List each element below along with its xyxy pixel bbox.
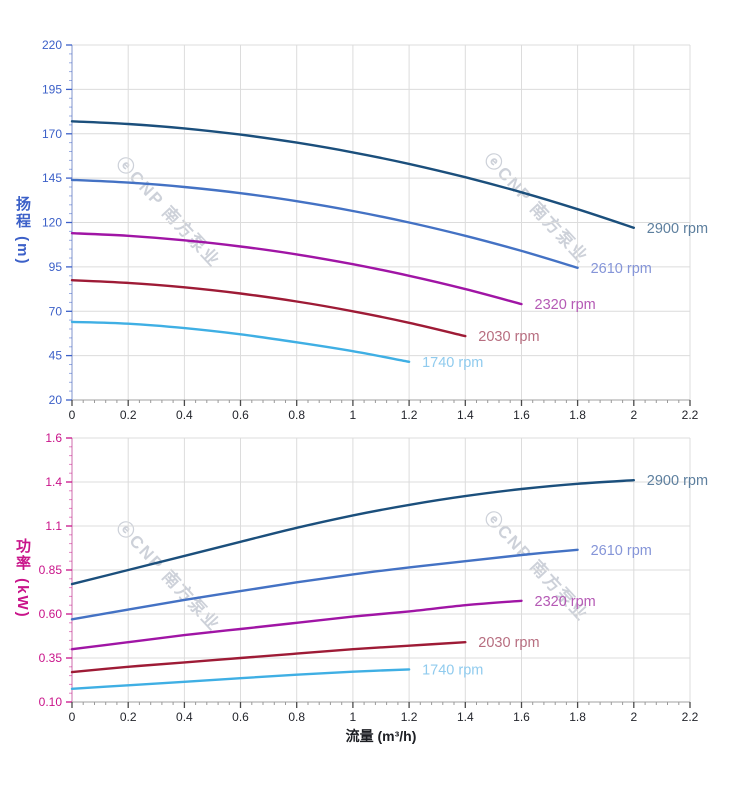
curve-2320-rpm (70, 232, 523, 306)
curve-label-2610-rpm: 2610 rpm (591, 261, 652, 277)
x-tick-label: 0.8 (288, 710, 305, 724)
power-axis-title: 功率 (kW) (14, 538, 31, 619)
y-tick-label: 145 (42, 171, 62, 185)
curve-label-2900-rpm: 2900 rpm (647, 473, 708, 489)
y-tick-label: 120 (42, 216, 62, 230)
y-tick-label: 195 (42, 82, 62, 96)
curve-label-1740-rpm: 1740 rpm (422, 662, 483, 678)
curve-2030-rpm (70, 279, 467, 338)
curve-2610-rpm (70, 178, 579, 269)
y-tick-label: 45 (49, 349, 63, 363)
curve-label-2030-rpm: 2030 rpm (478, 635, 539, 651)
y-tick-label: 0.60 (39, 607, 63, 621)
y-tick-label: 0.35 (39, 651, 63, 665)
flow-axis-title: 流量 (m³/h) (345, 728, 417, 744)
x-tick-label: 2.2 (682, 408, 699, 422)
y-tick-label: 1.6 (45, 431, 62, 445)
x-tick-label: 0.4 (176, 710, 193, 724)
x-tick-label: 1 (350, 710, 357, 724)
curve-label-2610-rpm: 2610 rpm (591, 543, 652, 559)
y-tick-label: 1.4 (45, 475, 62, 489)
y-tick-label: 220 (42, 38, 62, 52)
y-tick-label: 0.85 (39, 563, 63, 577)
x-tick-label: 0.6 (232, 710, 249, 724)
x-tick-label: 1.2 (401, 710, 418, 724)
curve-1740-rpm (70, 320, 411, 363)
x-tick-label: 0 (69, 408, 76, 422)
head-flow-chart: 20 45 70 95 120 145 170 195 220 0 0.2 0.4 0.6 0.8 1 1.2… (42, 38, 708, 422)
x-tick-label: 2.2 (682, 710, 699, 724)
x-tick-label: 1 (350, 408, 357, 422)
y-tick-label: 70 (49, 304, 63, 318)
curve-label-2900-rpm: 2900 rpm (647, 221, 708, 237)
x-tick-label: 1.6 (513, 710, 530, 724)
x-tick-label: 0.8 (288, 408, 305, 422)
y-tick-label: 170 (42, 127, 62, 141)
x-tick-label: 1.4 (457, 710, 474, 724)
x-tick-label: 1.8 (569, 710, 586, 724)
curve-2900-rpm (70, 120, 635, 229)
x-tick-label: 0.4 (176, 408, 193, 422)
curve-label-2320-rpm: 2320 rpm (535, 297, 596, 313)
x-tick-label: 0.6 (232, 408, 249, 422)
y-tick-label: 95 (49, 260, 63, 274)
y-tick-label: 20 (49, 393, 63, 407)
curve-label-2030-rpm: 2030 rpm (478, 329, 539, 345)
x-tick-label: 2 (630, 710, 637, 724)
head-axis-title: 扬程 (m) (14, 196, 31, 266)
y-tick-label: 0.10 (39, 695, 63, 709)
curve-2610-rpm (70, 548, 579, 621)
x-tick-label: 0.2 (120, 408, 137, 422)
x-tick-label: 1.8 (569, 408, 586, 422)
curve-2900-rpm (70, 479, 635, 586)
curve-1740-rpm (70, 668, 411, 690)
x-tick-label: 2 (630, 408, 637, 422)
curve-2030-rpm (70, 641, 467, 674)
curve-label-2320-rpm: 2320 rpm (535, 594, 596, 610)
x-tick-label: 1.2 (401, 408, 418, 422)
x-tick-label: 1.6 (513, 408, 530, 422)
x-tick-label: 1.4 (457, 408, 474, 422)
x-tick-label: 0 (69, 710, 76, 724)
x-tick-label: 0.2 (120, 710, 137, 724)
y-tick-label: 1.1 (45, 519, 62, 533)
power-flow-chart: 0.10 0.35 0.60 0.85 1.1 1.4 1.6 0 0.2 0.4 0.6 0.8 1 1… (39, 431, 708, 724)
curve-label-1740-rpm: 1740 rpm (422, 355, 483, 371)
curve-2320-rpm (70, 599, 523, 651)
